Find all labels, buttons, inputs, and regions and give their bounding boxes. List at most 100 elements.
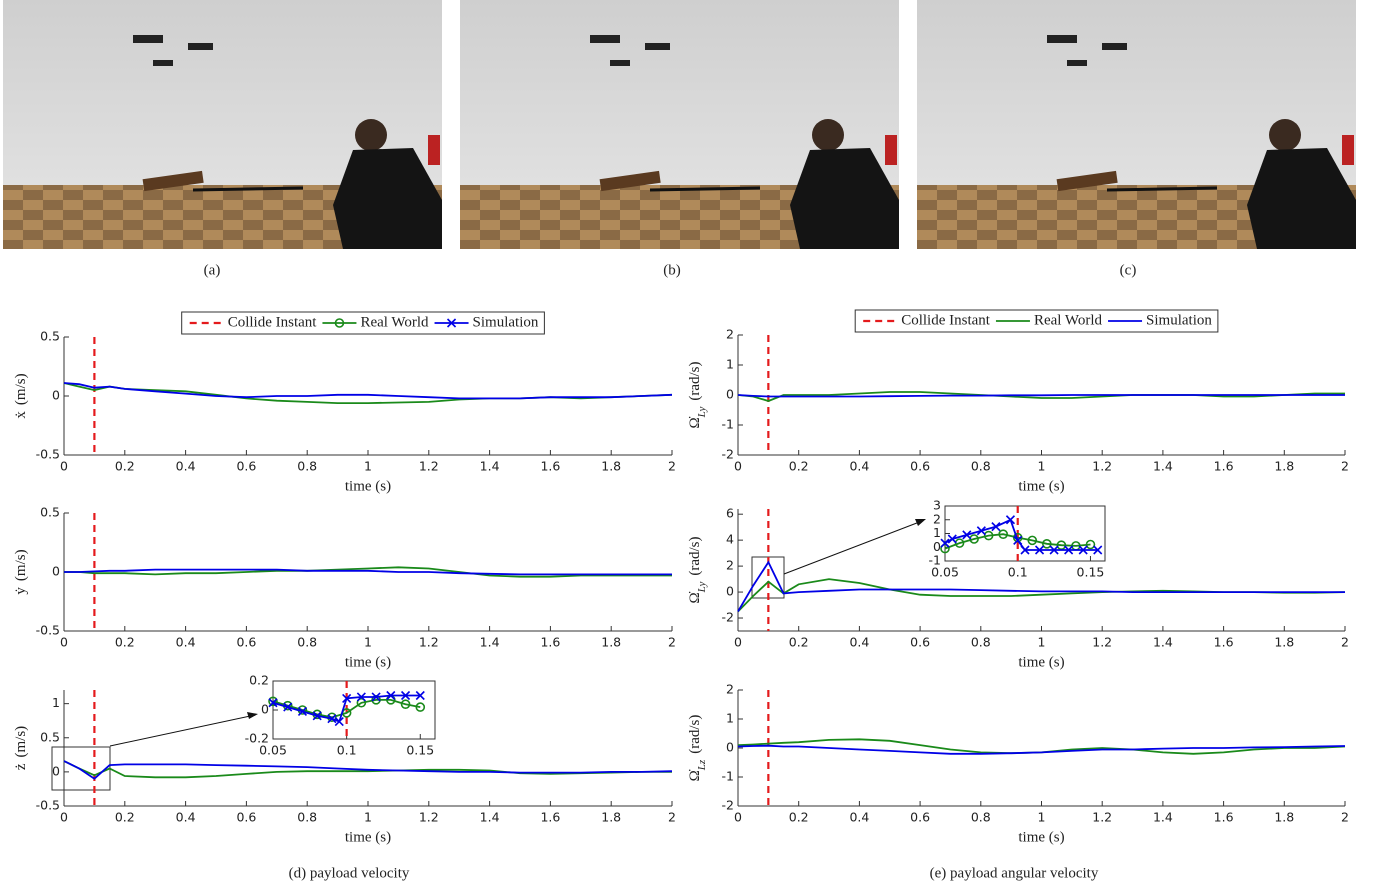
data-line bbox=[64, 568, 672, 576]
marker bbox=[268, 698, 278, 708]
marker bbox=[446, 318, 457, 328]
x-tick-label: 0 bbox=[60, 459, 68, 474]
zoom-arrow bbox=[783, 520, 923, 575]
marker bbox=[297, 706, 308, 717]
x-tick-label: 1.6 bbox=[540, 810, 560, 825]
y-tick-label: -2 bbox=[722, 447, 734, 462]
marker bbox=[998, 529, 1008, 539]
zoom-arrow bbox=[109, 714, 256, 747]
y-tick-label: 0.5 bbox=[40, 329, 60, 344]
x-tick-label: 0.2 bbox=[789, 810, 809, 825]
x-tick-label: 2 bbox=[668, 459, 676, 474]
x-tick-label: 0.8 bbox=[971, 635, 991, 650]
x-tick-label: 0.8 bbox=[297, 635, 317, 650]
x-tick-label: 0.4 bbox=[176, 635, 196, 650]
marker bbox=[386, 690, 396, 701]
x-axis-label: time (s) bbox=[1018, 654, 1064, 670]
x-tick-label: 1.4 bbox=[1153, 459, 1173, 474]
x-tick-label: 1.8 bbox=[601, 810, 621, 825]
data-line bbox=[737, 394, 1345, 398]
y-tick-label: -2 bbox=[722, 610, 734, 625]
y-tick-label: 3 bbox=[933, 498, 941, 513]
data-line bbox=[737, 560, 1345, 612]
x-tick-label: 1 bbox=[364, 810, 372, 825]
marker bbox=[983, 530, 994, 541]
marker bbox=[283, 702, 293, 712]
x-tick-label: 1.6 bbox=[1214, 635, 1234, 650]
y-label-part: Ly bbox=[696, 582, 708, 594]
y-tick-label: 2 bbox=[726, 327, 734, 342]
y-label-part: (rad/s) bbox=[687, 715, 703, 754]
y-tick-label: -2 bbox=[722, 798, 734, 813]
x-tick-label: 0.4 bbox=[849, 459, 869, 474]
y-axis-label: Ω̇Ly (rad/s) bbox=[687, 362, 707, 429]
x-tick-label: 2 bbox=[668, 810, 676, 825]
y-tick-label: 0 bbox=[52, 763, 60, 778]
marker bbox=[312, 711, 322, 721]
x-tick-label: 0.15 bbox=[406, 743, 434, 758]
legend-label: Simulation bbox=[473, 314, 539, 330]
x-tick-label: 1.8 bbox=[1274, 810, 1294, 825]
marker bbox=[415, 690, 425, 701]
marker bbox=[1034, 545, 1045, 555]
x-tick-label: 2 bbox=[1341, 635, 1349, 650]
marker bbox=[415, 702, 426, 712]
x-tick-label: 0.8 bbox=[971, 810, 991, 825]
x-tick-label: 1.8 bbox=[601, 635, 621, 650]
marker bbox=[1005, 515, 1016, 525]
y-tick-label: 0 bbox=[52, 564, 60, 579]
y-label-part: (m/s) bbox=[13, 549, 29, 581]
y-tick-label: -1 bbox=[722, 417, 734, 432]
marker bbox=[991, 522, 1001, 532]
x-tick-label: 0 bbox=[60, 810, 68, 825]
legend-label: Real World bbox=[1034, 312, 1103, 328]
x-tick-label: 0.6 bbox=[910, 635, 930, 650]
legend-box bbox=[854, 309, 1219, 333]
subplot: -2 -1 0 1 2 0 0.2 0.4 0.6 0.8 1 1.2 1.4 1.6 1.8 2 time (… bbox=[687, 309, 1349, 494]
y-label-part: ẋ bbox=[13, 411, 29, 419]
marker bbox=[1078, 545, 1088, 555]
marker bbox=[400, 690, 411, 701]
marker bbox=[327, 714, 337, 724]
subplot: -0.2 0 0.2 0.05 0.1 0.15 bbox=[245, 673, 436, 758]
data-line bbox=[737, 391, 1345, 402]
data-line bbox=[63, 760, 673, 780]
marker bbox=[1020, 545, 1030, 555]
y-tick-label: 2 bbox=[933, 511, 941, 526]
y-tick-label: 1 bbox=[52, 695, 60, 710]
x-tick-label: 1.6 bbox=[1214, 810, 1234, 825]
y-label-part: Ω̇ bbox=[687, 591, 703, 603]
y-tick-label: 0 bbox=[726, 740, 734, 755]
x-tick-label: 1.4 bbox=[480, 635, 500, 650]
x-tick-label: 0.15 bbox=[1077, 565, 1105, 580]
x-axis-label: time (s) bbox=[345, 654, 391, 670]
data-line bbox=[63, 382, 673, 400]
x-tick-label: 1 bbox=[1038, 810, 1046, 825]
marker bbox=[356, 697, 367, 708]
y-tick-label: 0 bbox=[726, 584, 734, 599]
x-tick-label: 0.05 bbox=[931, 565, 959, 580]
photo-a bbox=[1, 0, 444, 251]
marker bbox=[962, 530, 972, 540]
x-tick-label: 0.2 bbox=[789, 635, 809, 650]
y-label-part: ż bbox=[13, 763, 29, 770]
x-tick-label: 0.2 bbox=[115, 635, 135, 650]
legend-label: Collide Instant bbox=[901, 312, 991, 328]
x-tick-label: 0.8 bbox=[297, 459, 317, 474]
photo-label: (a) bbox=[204, 262, 221, 278]
x-tick-label: 1.6 bbox=[540, 459, 560, 474]
data-line bbox=[63, 382, 673, 404]
y-tick-label: 0 bbox=[52, 388, 60, 403]
marker bbox=[400, 699, 411, 710]
marker bbox=[1049, 545, 1059, 555]
legend-label: Collide Instant bbox=[228, 314, 318, 330]
x-tick-label: 2 bbox=[1341, 459, 1349, 474]
marker bbox=[940, 543, 950, 554]
data-line bbox=[737, 578, 1346, 613]
y-label-part: Ly bbox=[696, 407, 708, 419]
legend: Collide Instant Real World Simulation bbox=[854, 309, 1219, 333]
x-tick-label: 0.05 bbox=[259, 743, 287, 758]
y-tick-label: 0.5 bbox=[40, 505, 60, 520]
